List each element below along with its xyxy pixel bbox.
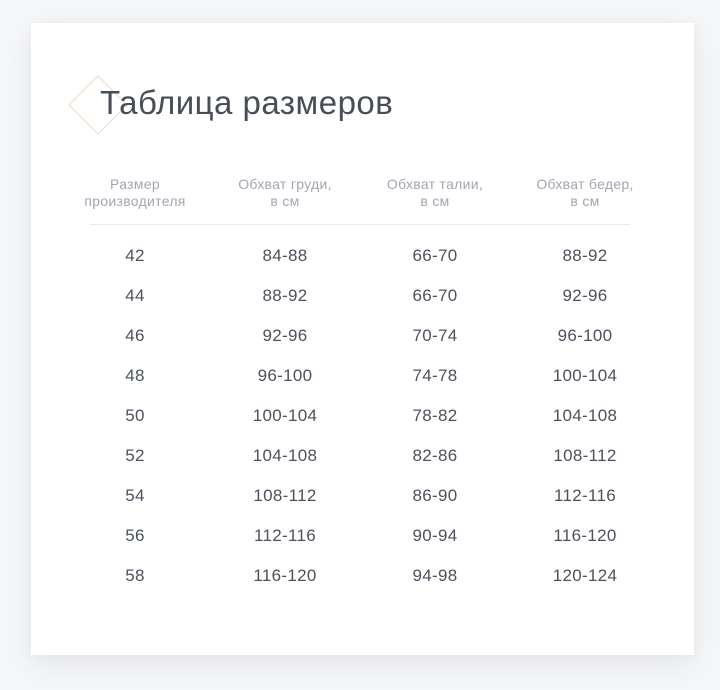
cell-waist: 94-98 — [412, 566, 458, 585]
cell-chest: 84-88 — [262, 246, 308, 265]
table-row: 50 100-104 78-82 104-108 — [60, 396, 660, 436]
table-header: Размер производителя Обхват груди, в см … — [60, 176, 660, 210]
size-table-body: 42 84-88 66-70 88-92 44 88-92 66-70 92-9… — [60, 236, 660, 596]
cell-hips: 92-96 — [562, 286, 608, 305]
cell-hips: 112-116 — [554, 486, 616, 505]
header-cell-manufacturer-size: Размер производителя — [60, 176, 210, 210]
cell-waist: 66-70 — [412, 246, 458, 265]
cell-waist: 70-74 — [412, 326, 458, 345]
cell-hips: 96-100 — [557, 326, 613, 345]
header-label-line2: в см — [570, 193, 600, 209]
cell-size: 54 — [125, 486, 145, 505]
cell-size: 44 — [125, 286, 145, 305]
header-divider — [90, 224, 630, 225]
header-label-line2: в см — [270, 193, 300, 209]
cell-hips: 116-120 — [553, 526, 617, 545]
header-label-line2: производителя — [84, 193, 186, 209]
cell-size: 42 — [125, 246, 145, 265]
header-cell-waist: Обхват талии, в см — [360, 176, 510, 210]
cell-waist: 66-70 — [412, 286, 458, 305]
cell-size: 46 — [125, 326, 145, 345]
table-row: 58 116-120 94-98 120-124 — [60, 556, 660, 596]
cell-chest: 100-104 — [252, 406, 318, 425]
cell-chest: 88-92 — [262, 286, 308, 305]
cell-waist: 78-82 — [412, 406, 458, 425]
header-label-line1: Обхват груди, — [238, 176, 332, 192]
table-row: 46 92-96 70-74 96-100 — [60, 316, 660, 356]
table-row: 56 112-116 90-94 116-120 — [60, 516, 660, 556]
header-label-line1: Размер — [110, 176, 160, 192]
header-label-line1: Обхват талии, — [386, 176, 484, 192]
cell-size: 56 — [125, 526, 145, 545]
cell-chest: 92-96 — [262, 326, 308, 345]
cell-chest: 112-116 — [254, 526, 316, 545]
table-row: 52 104-108 82-86 108-112 — [60, 436, 660, 476]
cell-size: 58 — [125, 566, 145, 585]
cell-hips: 100-104 — [552, 366, 618, 385]
content-card: Таблица размеров Размер производителя Об… — [31, 23, 694, 655]
table-row: 48 96-100 74-78 100-104 — [60, 356, 660, 396]
cell-hips: 88-92 — [562, 246, 608, 265]
header-label-line2: в см — [420, 193, 450, 209]
cell-hips: 104-108 — [552, 406, 618, 425]
cell-chest: 116-120 — [253, 566, 317, 585]
cell-hips: 120-124 — [552, 566, 618, 585]
cell-waist: 90-94 — [412, 526, 458, 545]
cell-hips: 108-112 — [553, 446, 617, 465]
cell-size: 48 — [125, 366, 145, 385]
cell-size: 52 — [125, 446, 145, 465]
header-cell-hips: Обхват бедер, в см — [510, 176, 660, 210]
table-row: 54 108-112 86-90 112-116 — [60, 476, 660, 516]
cell-size: 50 — [125, 406, 145, 425]
cell-waist: 82-86 — [412, 446, 458, 465]
table-row: 42 84-88 66-70 88-92 — [60, 236, 660, 276]
cell-waist: 86-90 — [412, 486, 458, 505]
table-row: 44 88-92 66-70 92-96 — [60, 276, 660, 316]
page-title: Таблица размеров — [100, 84, 394, 121]
cell-chest: 108-112 — [253, 486, 317, 505]
cell-chest: 96-100 — [257, 366, 313, 385]
cell-chest: 104-108 — [252, 446, 318, 465]
cell-waist: 74-78 — [412, 366, 458, 385]
header-cell-chest: Обхват груди, в см — [210, 176, 360, 210]
header-label-line1: Обхват бедер, — [536, 176, 634, 192]
